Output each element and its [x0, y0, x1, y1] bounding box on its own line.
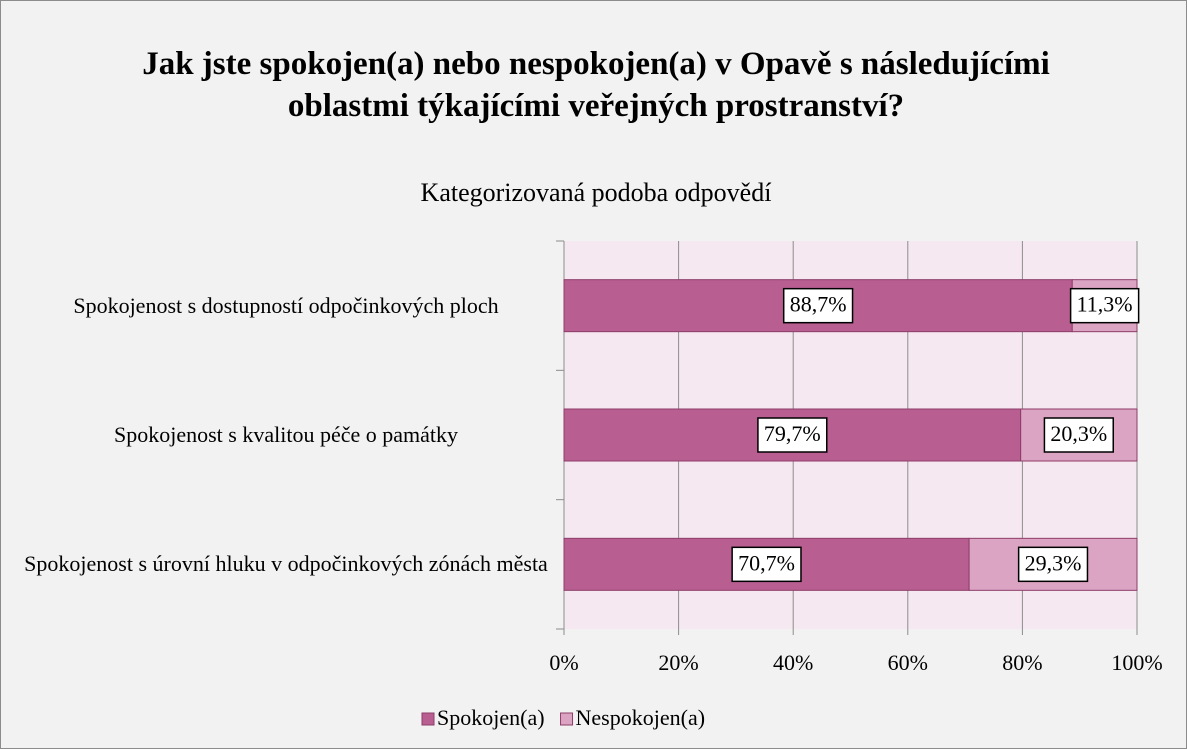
legend-label: Nespokojen(a)	[576, 705, 706, 730]
legend-label: Spokojen(a)	[437, 705, 545, 730]
value-label-box	[1043, 417, 1115, 453]
value-label-box	[1017, 546, 1089, 583]
x-tick-label: 0%	[549, 650, 578, 675]
value-label: 20,3%	[1050, 421, 1107, 446]
value-label: 29,3%	[1025, 550, 1082, 575]
chart-subtitle: Kategorizovaná podoba odpovědí	[420, 178, 772, 207]
x-tick-label: 80%	[1002, 650, 1042, 675]
legend-swatch	[560, 712, 574, 726]
x-tick-label: 20%	[658, 650, 698, 675]
chart-title: Jak jste spokojen(a) nebo nespokojen(a) …	[142, 46, 1050, 124]
y-tick-label: Spokojenost s úrovní hluku v odpočinkový…	[24, 551, 548, 577]
value-label-box	[782, 287, 854, 324]
legend-swatch	[421, 712, 435, 726]
x-tick-label: 100%	[1111, 650, 1162, 675]
value-label-box	[731, 546, 802, 583]
x-tick-label: 60%	[888, 650, 928, 675]
x-tick-label: 40%	[773, 650, 813, 675]
y-tick-label: Spokojenost s dostupností odpočinkových …	[73, 292, 499, 318]
value-label: 70,7%	[738, 550, 795, 575]
value-label-box	[757, 417, 828, 453]
value-label: 11,3%	[1077, 292, 1133, 317]
value-label: 88,7%	[790, 292, 847, 317]
y-tick-label: Spokojenost s kvalitou péče o památky	[114, 422, 458, 447]
value-label-box	[1069, 287, 1140, 324]
value-label: 79,7%	[764, 421, 821, 446]
